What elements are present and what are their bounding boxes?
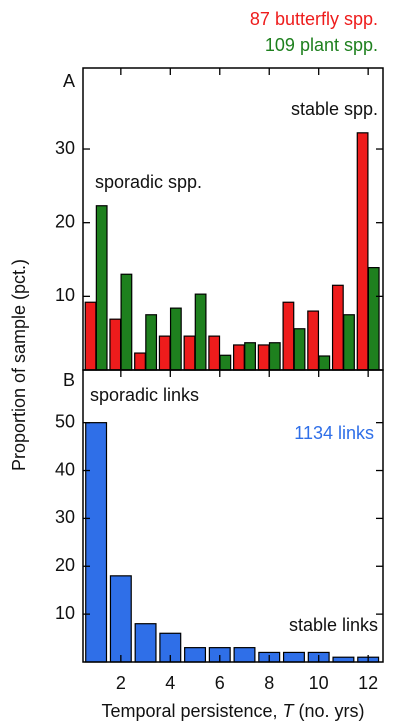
x-axis-label-part: (no. yrs) <box>294 701 365 721</box>
legend-entry: 109 plant spp. <box>265 35 378 55</box>
x-tick-label: 12 <box>358 673 378 693</box>
x-tick-label: 10 <box>309 673 329 693</box>
y-tick-label: 10 <box>55 285 75 305</box>
y-tick-label: 20 <box>55 211 75 231</box>
bar <box>219 354 232 371</box>
bar <box>134 352 146 371</box>
bar <box>244 342 256 371</box>
bar <box>233 344 245 371</box>
annotation: sporadic spp. <box>95 172 202 192</box>
bar <box>293 328 306 371</box>
bar <box>95 205 108 371</box>
bar <box>282 301 295 371</box>
bar <box>158 335 171 371</box>
panel-label: A <box>63 71 75 91</box>
bar <box>84 301 97 371</box>
bar <box>120 273 133 371</box>
bar <box>367 267 380 371</box>
x-tick-label: 2 <box>116 673 126 693</box>
x-tick-label: 4 <box>165 673 175 693</box>
bar <box>268 342 281 371</box>
bar <box>233 647 256 663</box>
bar <box>208 335 221 371</box>
y-tick-label: 40 <box>55 459 75 479</box>
bar <box>109 575 132 663</box>
bar <box>183 335 196 371</box>
bar <box>331 284 344 371</box>
y-tick-label: 30 <box>55 507 75 527</box>
bar <box>109 318 122 371</box>
x-axis-label: Temporal persistence, T (no. yrs) <box>101 701 364 721</box>
x-axis-label-part: T <box>283 701 296 721</box>
x-tick-label: 6 <box>215 673 225 693</box>
legend-entry: 87 butterfly spp. <box>250 9 378 29</box>
bar <box>145 314 158 371</box>
x-tick-label: 8 <box>264 673 274 693</box>
bar <box>343 314 355 371</box>
bar <box>318 355 331 371</box>
y-tick-label: 10 <box>55 603 75 623</box>
y-tick-label: 30 <box>55 138 75 158</box>
annotation: sporadic links <box>90 385 199 405</box>
bar <box>85 422 108 663</box>
annotation: 1134 links <box>294 423 374 443</box>
bar <box>307 310 320 371</box>
panel-label: B <box>63 370 75 390</box>
y-axis-label: Proportion of sample (pct.) <box>9 259 29 471</box>
bar <box>184 647 207 663</box>
bar <box>194 293 207 371</box>
y-tick-label: 20 <box>55 555 75 575</box>
x-axis-label-part: Temporal persistence, <box>101 701 282 721</box>
y-tick-label: 50 <box>55 411 75 431</box>
bar <box>356 132 369 371</box>
bar <box>257 344 270 371</box>
annotation: stable links <box>289 615 378 635</box>
bar <box>169 307 182 371</box>
plot-frame <box>82 369 384 663</box>
bar <box>282 651 305 663</box>
annotation: stable spp. <box>291 99 378 119</box>
bar <box>134 623 157 663</box>
